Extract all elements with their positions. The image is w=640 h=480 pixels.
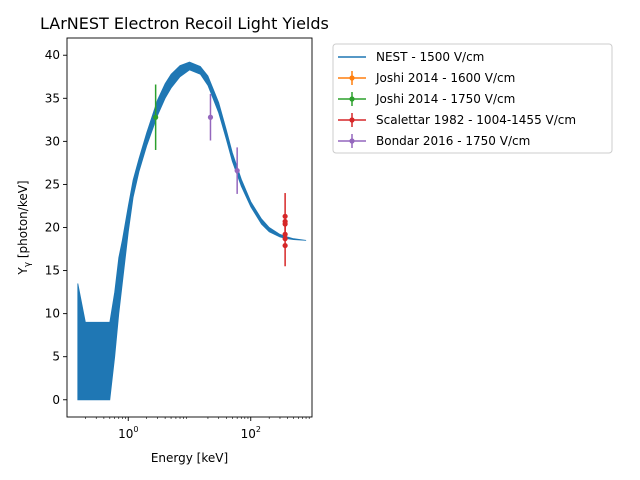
data-point-3-2 — [282, 221, 288, 227]
x-tick-label: 100 — [118, 425, 138, 441]
x-tick-exponent: 2 — [256, 425, 261, 434]
legend-label-3: Scalettar 1982 - 1004-1455 V/cm — [376, 113, 576, 127]
data-point-4-1 — [234, 168, 240, 174]
y-tick-label: 15 — [45, 264, 60, 278]
data-point-3-5 — [282, 242, 288, 249]
legend-label-4: Bondar 2016 - 1750 V/cm — [376, 134, 530, 148]
plot-area — [77, 61, 307, 401]
y-tick-label: 30 — [45, 134, 60, 148]
y-tick-label: 20 — [45, 221, 60, 235]
y-tick-label: 35 — [45, 91, 60, 105]
legend-label-0: NEST - 1500 V/cm — [376, 50, 484, 64]
x-axis: 100 102 — [85, 417, 310, 441]
y-tick-label: 40 — [45, 48, 60, 62]
legend-marker-4 — [349, 138, 355, 144]
y-axis-label-units: [photon/keV] — [16, 180, 30, 262]
legend-marker-3 — [349, 117, 355, 123]
y-tick-label: 0 — [52, 393, 60, 407]
legend-marker-1 — [349, 75, 355, 81]
x-tick-base: 10 — [118, 427, 133, 441]
data-point-4-0 — [207, 114, 214, 120]
nest-band — [77, 61, 307, 401]
x-axis-label: Energy [keV] — [151, 451, 228, 465]
y-tick-label: 10 — [45, 307, 60, 321]
y-tick-label: 25 — [45, 177, 60, 191]
legend-label-2: Joshi 2014 - 1750 V/cm — [375, 92, 515, 106]
x-tick-exponent: 0 — [133, 425, 138, 434]
data-point-3-0 — [282, 213, 288, 219]
y-axis-label-symbol: Y — [16, 267, 30, 276]
chart-title: LArNEST Electron Recoil Light Yields — [40, 14, 329, 33]
x-tick-base: 10 — [241, 427, 256, 441]
y-axis-label: Yγ [photon/keV] — [16, 180, 33, 275]
y-axis: 0 5 10 15 20 25 30 35 40 — [45, 48, 67, 407]
x-tick-label: 102 — [241, 425, 261, 441]
legend-label-1: Joshi 2014 - 1600 V/cm — [375, 71, 515, 85]
y-tick-label: 5 — [52, 350, 60, 364]
legend: NEST - 1500 V/cm Joshi 2014 - 1600 V/cm Jo… — [332, 43, 613, 154]
legend-marker-2 — [349, 96, 355, 102]
y-axis-label-subscript: γ — [23, 261, 33, 267]
data-point-2-0 — [153, 114, 159, 120]
legend-box — [332, 43, 613, 154]
